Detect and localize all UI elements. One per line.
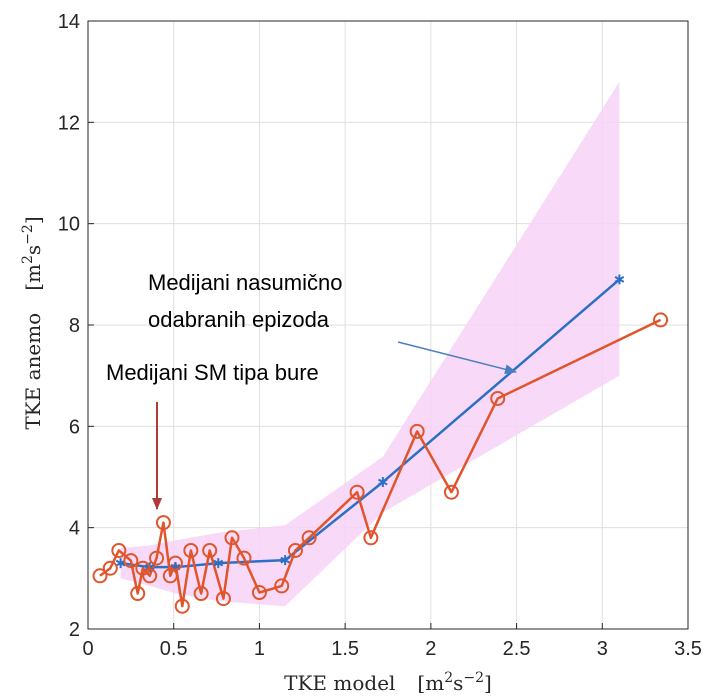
data-point-circle bbox=[409, 423, 425, 439]
data-point-circle bbox=[202, 542, 218, 558]
x-tick-label: 1 bbox=[254, 638, 265, 660]
y-tick-label: 14 bbox=[58, 11, 80, 33]
data-point-circle bbox=[274, 578, 290, 594]
asterisk-stroke bbox=[213, 559, 224, 567]
y-tick-label: 8 bbox=[69, 315, 80, 337]
data-point-circle bbox=[363, 530, 379, 546]
annotation-random-line2: odabranih epizoda bbox=[148, 307, 330, 332]
data-point-circle bbox=[92, 568, 108, 584]
data-point-asterisk bbox=[378, 477, 388, 488]
data-point-circle bbox=[142, 568, 158, 584]
y-tick-label: 12 bbox=[58, 112, 80, 134]
axis-ticks bbox=[87, 20, 689, 630]
x-axis-label: TKE model [m2s−2] bbox=[284, 670, 492, 695]
series-markers bbox=[92, 274, 669, 614]
data-point-circle bbox=[224, 530, 240, 546]
tick-labels: 0 0.5 1 1.5 2 2.5 3 3.5 2 4 6 8 10 12 14 bbox=[58, 11, 702, 660]
confidence-band bbox=[120, 81, 620, 607]
series-line-1 bbox=[99, 318, 662, 608]
y-tick-label: 6 bbox=[69, 416, 80, 438]
data-point-circle bbox=[167, 555, 183, 571]
y-tick-label: 10 bbox=[58, 214, 80, 236]
annotation-sm: Medijani SM tipa bure bbox=[106, 360, 319, 385]
data-point-circle bbox=[155, 515, 171, 531]
data-point-circle bbox=[287, 542, 303, 558]
data-point-asterisk bbox=[213, 558, 224, 569]
data-point-circle bbox=[236, 550, 252, 566]
data-point-circle bbox=[653, 312, 669, 328]
x-tick-label: 0.5 bbox=[160, 638, 188, 660]
data-point-circle bbox=[149, 550, 165, 566]
data-point-circle bbox=[215, 591, 231, 607]
x-tick-label: 2.5 bbox=[503, 638, 531, 660]
data-point-asterisk bbox=[280, 555, 290, 566]
data-point-circle bbox=[162, 568, 178, 584]
data-point-circle bbox=[251, 585, 267, 601]
y-axis-label: TKE anemo[m2s−2] bbox=[20, 216, 45, 429]
data-point-circle bbox=[123, 553, 139, 569]
x-tick-label: 3 bbox=[597, 638, 608, 660]
y-tick-label: 4 bbox=[69, 518, 80, 540]
asterisk-stroke bbox=[378, 478, 388, 486]
data-point-circle bbox=[111, 542, 127, 558]
annotation-random-line1: Medijani nasumično bbox=[148, 270, 342, 295]
data-point-circle bbox=[349, 484, 365, 500]
annotation-arrow-random bbox=[397, 341, 517, 375]
y-tick-label: 2 bbox=[69, 619, 80, 641]
data-point-circle bbox=[193, 586, 209, 602]
data-point-circle bbox=[443, 484, 459, 500]
data-point-circle bbox=[102, 560, 118, 576]
data-point-circle bbox=[130, 586, 146, 602]
asterisk-stroke bbox=[280, 556, 290, 564]
data-point-circle bbox=[490, 390, 506, 406]
x-tick-label: 2 bbox=[425, 638, 436, 660]
data-point-circle bbox=[174, 598, 190, 614]
data-point-circle bbox=[183, 542, 199, 558]
asterisk-stroke bbox=[614, 276, 625, 283]
data-point-asterisk bbox=[614, 274, 625, 285]
x-tick-label: 0 bbox=[82, 638, 93, 660]
x-tick-label: 1.5 bbox=[331, 638, 359, 660]
x-tick-label: 3.5 bbox=[674, 638, 702, 660]
data-point-circle bbox=[301, 530, 317, 546]
